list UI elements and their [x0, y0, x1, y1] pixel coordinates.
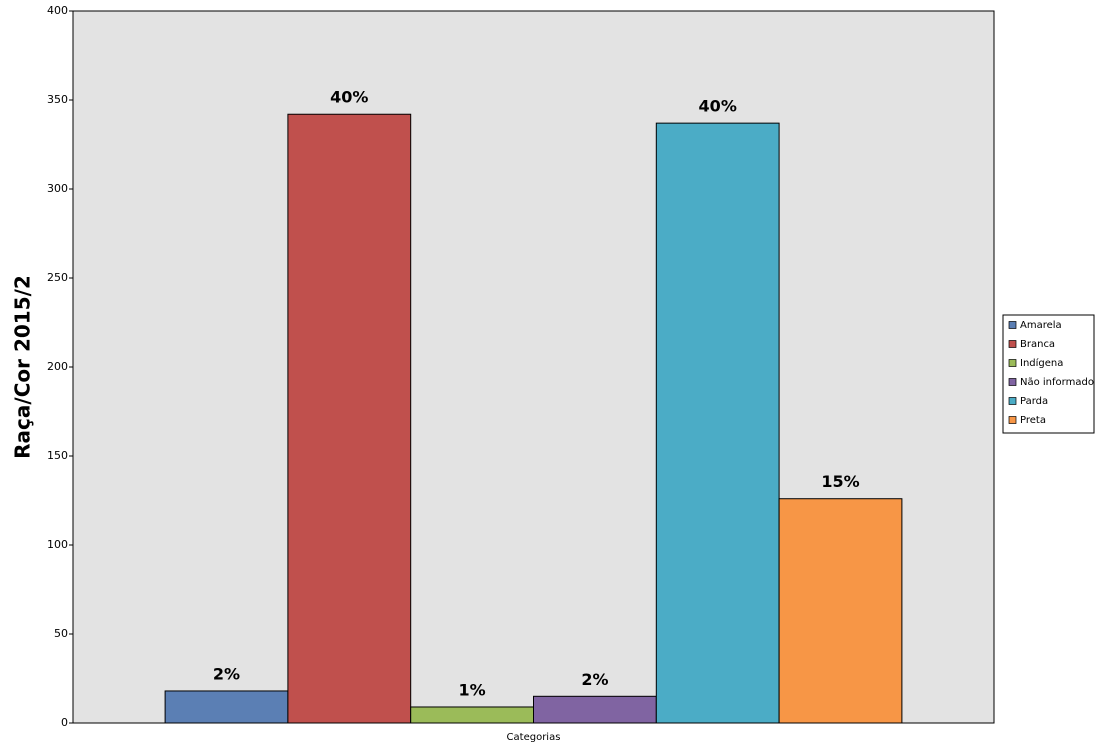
- y-tick-label: 300: [47, 182, 68, 195]
- bar: [410, 706, 535, 724]
- y-tick-label: 150: [47, 449, 68, 462]
- bar: [655, 122, 780, 724]
- y-tick-label: 50: [54, 627, 68, 640]
- legend-swatch: [1008, 359, 1017, 367]
- y-axis-title: Raça/Cor 2015/2: [11, 275, 35, 459]
- value-label: 15%: [821, 472, 859, 491]
- y-tick-label: 400: [47, 4, 68, 17]
- legend-label: Branca: [1020, 339, 1055, 350]
- legend-box: [1002, 314, 1095, 434]
- bar: [778, 498, 903, 724]
- bar: [164, 690, 289, 724]
- legend-label: Indígena: [1020, 357, 1063, 369]
- legend-swatch: [1008, 416, 1017, 424]
- value-label: 40%: [699, 97, 737, 116]
- legend-label: Amarela: [1020, 320, 1062, 331]
- legend-label: Não informado: [1020, 377, 1094, 388]
- y-tick-label: 100: [47, 538, 68, 551]
- value-label: 2%: [213, 664, 240, 683]
- y-tick-label: 0: [61, 716, 68, 729]
- legend-swatch: [1008, 321, 1017, 329]
- bar: [533, 695, 657, 724]
- bar: [287, 113, 412, 724]
- legend-label: Preta: [1020, 415, 1046, 426]
- y-tick-label: 350: [47, 93, 68, 106]
- x-tick-label: Categorias: [507, 732, 561, 743]
- legend-swatch: [1008, 378, 1017, 386]
- y-tick-label: 250: [47, 271, 68, 284]
- value-label: 40%: [330, 88, 368, 107]
- y-tick-label: 200: [47, 360, 68, 373]
- legend-swatch: [1008, 340, 1017, 348]
- legend-label: Parda: [1020, 396, 1048, 407]
- value-label: 1%: [459, 680, 486, 699]
- legend-swatch: [1008, 397, 1017, 405]
- value-label: 2%: [581, 670, 608, 689]
